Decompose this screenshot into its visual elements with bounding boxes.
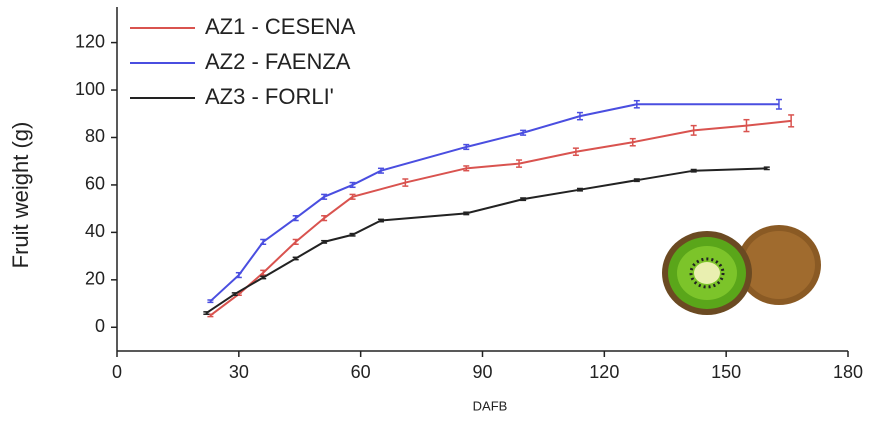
error-bar xyxy=(576,187,583,192)
error-bar xyxy=(775,98,782,110)
error-bar xyxy=(763,166,770,171)
legend-label: AZ2 - FAENZA xyxy=(205,49,351,74)
error-bar xyxy=(520,129,527,136)
error-bar xyxy=(231,292,238,296)
x-tick-label: 150 xyxy=(711,362,741,382)
error-bar xyxy=(572,147,579,157)
error-bar xyxy=(576,111,583,121)
y-tick-label: 0 xyxy=(95,316,105,336)
x-tick-label: 60 xyxy=(351,362,371,382)
error-bar xyxy=(321,239,328,244)
series-line xyxy=(209,119,792,317)
error-bar xyxy=(402,178,409,187)
legend-label: AZ3 - FORLI' xyxy=(205,84,334,109)
error-bar xyxy=(463,165,470,172)
x-tick-label: 120 xyxy=(589,362,619,382)
error-bar xyxy=(377,167,384,174)
error-bar xyxy=(629,137,636,147)
error-bar xyxy=(349,193,356,200)
y-tick-label: 100 xyxy=(75,79,105,99)
x-tick-label: 180 xyxy=(833,362,863,382)
y-tick-label: 60 xyxy=(85,174,105,194)
error-bar xyxy=(321,193,328,200)
error-bar xyxy=(292,238,299,245)
error-bar xyxy=(690,124,697,136)
error-bar xyxy=(260,238,267,245)
error-bar xyxy=(520,197,527,202)
series-line xyxy=(209,103,779,302)
y-tick-label: 80 xyxy=(85,126,105,146)
error-bar xyxy=(743,118,750,133)
legend-label: AZ1 - CESENA xyxy=(205,14,356,39)
y-tick-label: 120 xyxy=(75,31,105,51)
x-tick-label: 30 xyxy=(229,362,249,382)
error-bar xyxy=(260,269,267,276)
error-bar xyxy=(321,215,328,222)
error-bar xyxy=(463,211,470,216)
error-bar xyxy=(349,232,356,237)
error-bar xyxy=(235,271,242,279)
error-bar xyxy=(203,311,210,315)
error-bar xyxy=(633,178,640,183)
error-bar xyxy=(690,168,697,173)
error-bar xyxy=(207,299,214,304)
y-tick-label: 20 xyxy=(85,269,105,289)
error-bar xyxy=(463,143,470,151)
x-tick-label: 90 xyxy=(472,362,492,382)
y-tick-label: 40 xyxy=(85,221,105,241)
x-tick-label: 0 xyxy=(112,362,122,382)
error-bar xyxy=(349,181,356,189)
error-bar xyxy=(292,215,299,222)
error-bar xyxy=(292,256,299,261)
kiwi-illustration xyxy=(662,225,821,315)
error-bar xyxy=(260,275,267,280)
y-axis-label: Fruit weight (g) xyxy=(8,122,33,269)
error-bar xyxy=(516,159,523,168)
error-bar xyxy=(633,99,640,109)
x-axis-label: DAFB xyxy=(473,398,508,413)
error-bar xyxy=(788,114,795,128)
error-bar xyxy=(377,218,384,223)
